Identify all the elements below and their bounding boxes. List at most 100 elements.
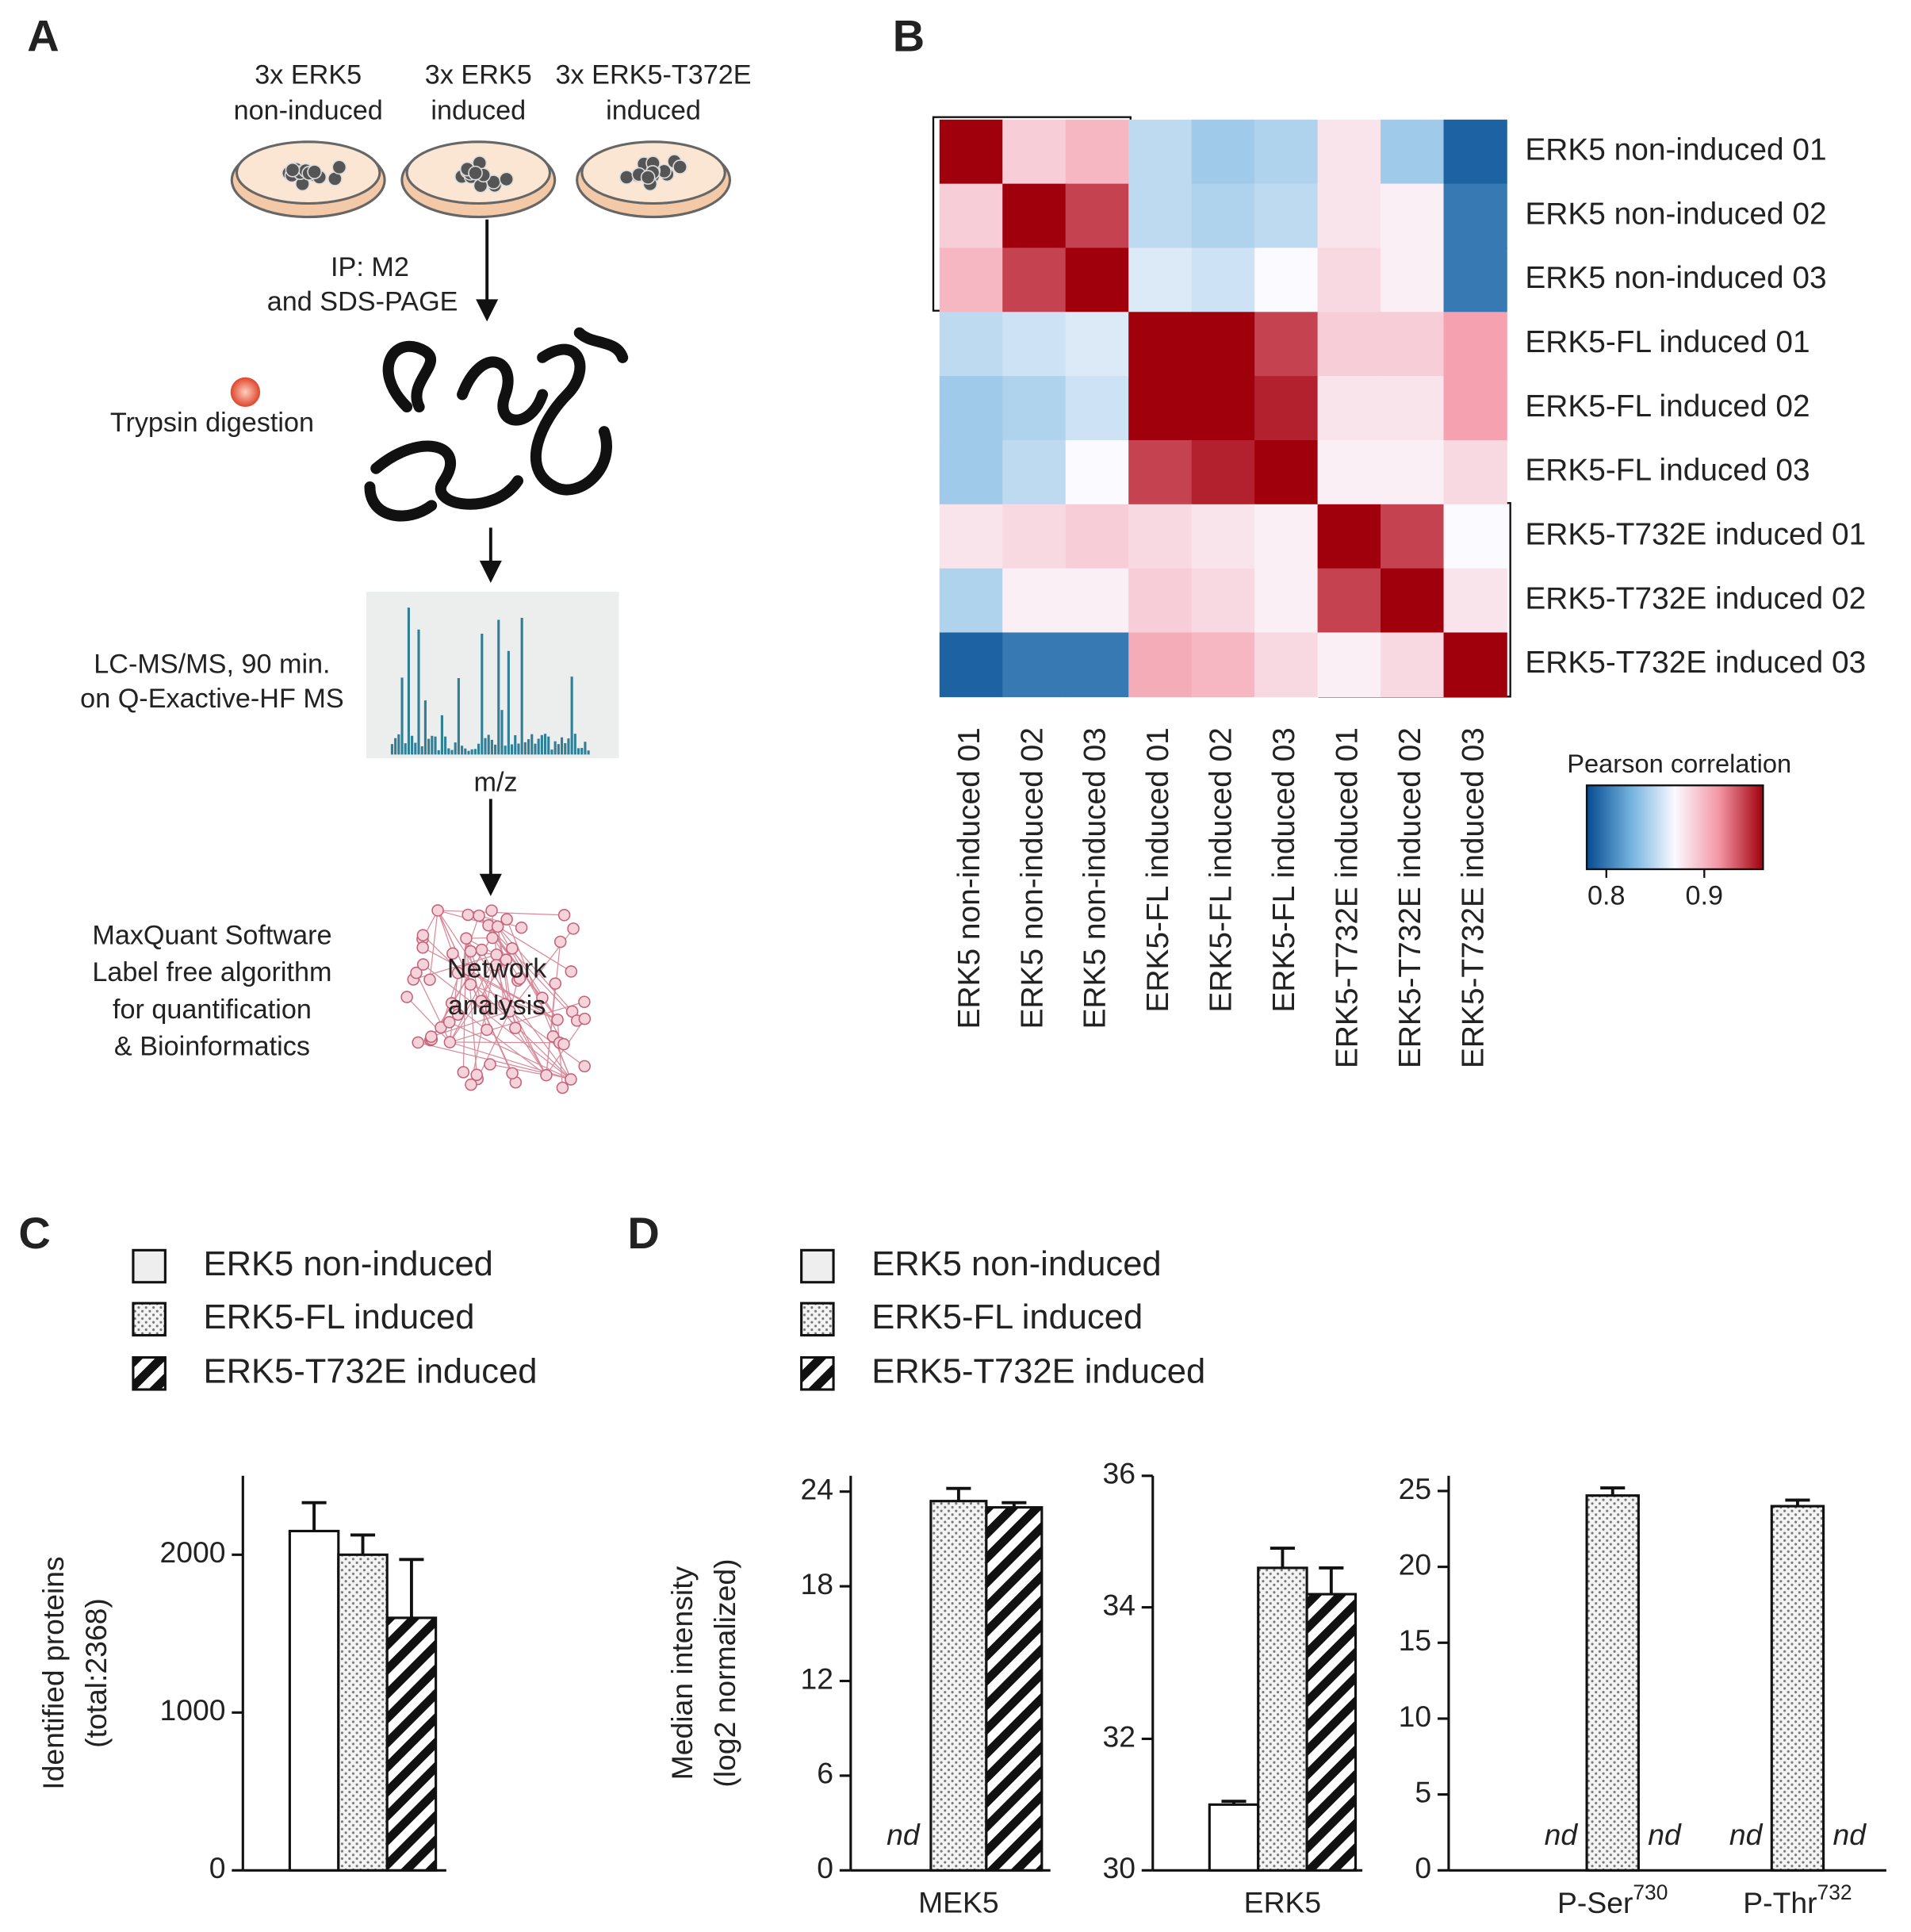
spectrum: [366, 592, 619, 759]
edge: [406, 996, 450, 1043]
heatmap-cell: [1191, 312, 1255, 377]
node: [473, 909, 485, 922]
heatmap-cell: [1317, 119, 1381, 185]
diagram-text: and SDS-PAGE: [267, 286, 458, 316]
edge: [470, 954, 497, 1085]
heatmap-cell: [939, 439, 1004, 505]
heatmap-cell: [1381, 439, 1445, 505]
category-superscript: 730: [1633, 1880, 1668, 1904]
x-tick-label: ERK5: [1244, 1886, 1321, 1919]
column-label: ERK5 non-induced 03: [1078, 727, 1113, 1029]
error-bar: [1001, 1501, 1027, 1508]
node: [557, 1037, 570, 1051]
edge: [437, 910, 547, 1076]
diagram-text: induced: [431, 95, 526, 125]
value-label: nd: [1729, 1818, 1764, 1851]
error-bar: [1600, 1486, 1626, 1496]
colorbar-tick-label: 0.9: [1686, 881, 1724, 911]
y-tick-label: 20: [1399, 1547, 1432, 1581]
node: [578, 995, 591, 1009]
heatmap-cell: [1191, 183, 1255, 249]
legend-swatch: [132, 1356, 167, 1391]
heatmap-cell: [1065, 247, 1129, 313]
row-label: ERK5-T732E induced 01: [1525, 518, 1866, 552]
node: [464, 978, 477, 991]
column-label: ERK5 non-induced 02: [1015, 727, 1049, 1029]
node: [400, 991, 413, 1003]
heatmap-cell: [939, 376, 1004, 441]
heatmap-cell: [1254, 247, 1319, 313]
column-label: ERK5-FL induced 02: [1204, 727, 1239, 1012]
panel-label: B: [893, 11, 925, 61]
edge: [451, 1002, 547, 1076]
legend-label: ERK5-T732E induced: [204, 1352, 538, 1390]
panel-label: D: [627, 1208, 659, 1258]
node: [486, 931, 499, 945]
error-bar: [1785, 1498, 1810, 1507]
category-base: P-Thr: [1743, 1886, 1817, 1919]
edge: [489, 1064, 547, 1076]
node: [506, 1067, 519, 1079]
node: [412, 1036, 425, 1049]
column-label: ERK5-T732E induced 03: [1457, 727, 1491, 1068]
heatmap-cell: [1443, 119, 1507, 185]
node: [498, 998, 511, 1010]
y-tick-label: 1000: [160, 1693, 226, 1727]
node: [443, 1036, 457, 1048]
heatmap-cell: [1191, 504, 1255, 569]
node: [578, 1060, 591, 1073]
node: [465, 1078, 477, 1091]
bar: [337, 1553, 389, 1872]
heatmap-cell: [1128, 439, 1193, 505]
arrows: [476, 219, 502, 896]
heatmap-cell: [1254, 312, 1319, 377]
y-tick-label: 0: [209, 1851, 226, 1884]
row-label: ERK5-FL induced 01: [1525, 325, 1810, 359]
heatmap-cell: [1002, 439, 1067, 505]
diagram-text: 3x ERK5: [255, 59, 362, 90]
y-tick-label: 34: [1103, 1588, 1136, 1621]
bar: [985, 1506, 1044, 1872]
colorbar-title: Pearson correlation: [1567, 749, 1791, 778]
diagram-text: IP: M2: [331, 252, 409, 282]
heatmap-cell: [1065, 183, 1129, 249]
y-tick-label: 0: [1415, 1851, 1431, 1884]
heatmap-cell: [1065, 119, 1129, 185]
node: [445, 997, 458, 1010]
row-label: ERK5 non-induced 03: [1525, 261, 1826, 295]
diagram-text: non-induced: [234, 95, 383, 125]
column-label: ERK5-FL induced 03: [1267, 727, 1301, 1012]
heatmap-cell: [1254, 568, 1319, 634]
heatmap-cell: [1317, 504, 1381, 569]
cell: [640, 170, 656, 185]
node: [410, 966, 423, 979]
column-label: ERK5-FL induced 01: [1141, 727, 1175, 1012]
heatmap-cell: [1443, 376, 1507, 441]
node: [491, 920, 504, 933]
heatmap-cell: [1065, 312, 1129, 377]
y-tick-label: 5: [1415, 1775, 1431, 1808]
edge: [497, 926, 573, 1012]
value-label: nd: [1545, 1818, 1579, 1851]
diagram-text: on Q-Exactive-HF MS: [80, 684, 343, 714]
y-tick-label: 32: [1103, 1719, 1136, 1753]
cell: [285, 162, 301, 178]
y-tick-label: 0: [817, 1851, 833, 1884]
edge: [509, 1010, 585, 1067]
legend-swatch: [132, 1301, 167, 1337]
network-icon: [400, 904, 592, 1094]
heatmap-cell: [1002, 247, 1067, 313]
colorbar-tick-label: 0.8: [1587, 881, 1626, 911]
diagram-text: Network: [447, 953, 547, 983]
edge: [437, 910, 513, 1074]
heatmap-cell: [1002, 504, 1067, 569]
x-tick-label: MEK5: [918, 1886, 999, 1919]
heatmap-cell: [1128, 632, 1193, 698]
peptides: [364, 327, 629, 522]
heatmap-cell: [1191, 119, 1255, 185]
heatmap-cell: [1128, 119, 1193, 185]
legend-label: ERK5-T732E induced: [871, 1352, 1205, 1390]
value-label: nd: [887, 1818, 921, 1851]
diagram-text: MaxQuant Software: [92, 921, 331, 951]
